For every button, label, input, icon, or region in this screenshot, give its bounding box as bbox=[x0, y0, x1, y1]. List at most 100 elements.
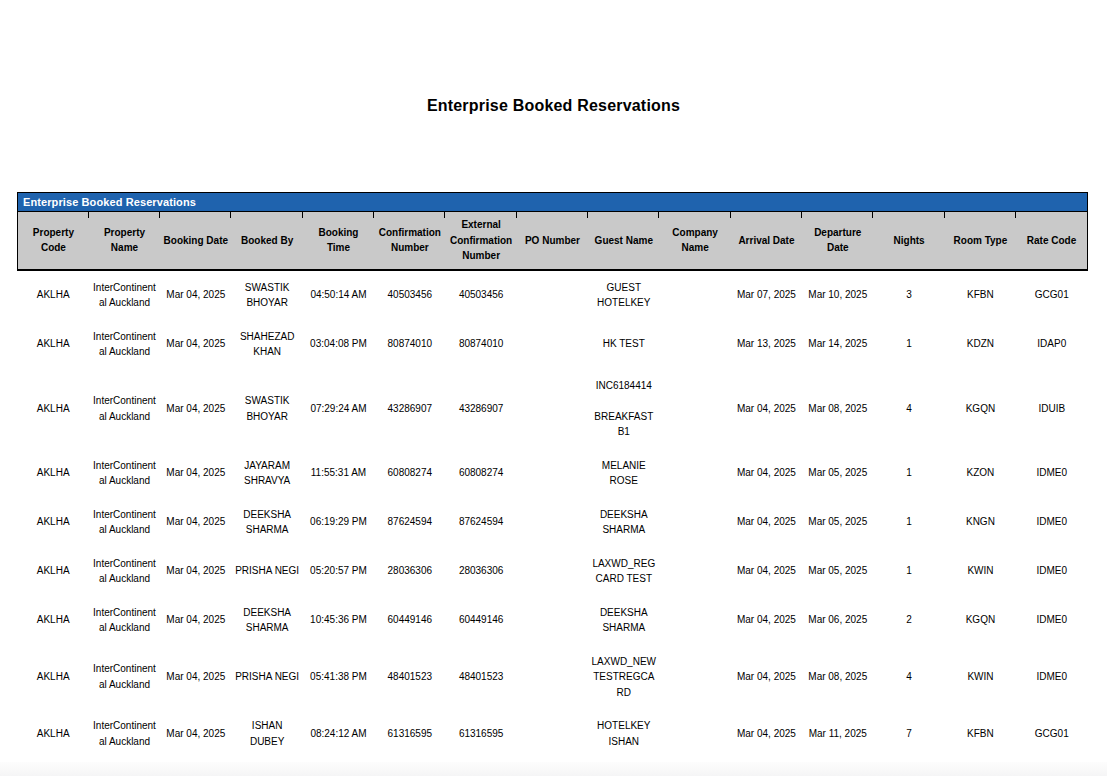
cell-booking_date: Mar 04, 2025 bbox=[160, 270, 231, 320]
cell-nights: 2 bbox=[873, 596, 944, 645]
column-header-property_code: Property Code bbox=[18, 212, 89, 270]
cell-property_code: AKLHA bbox=[18, 645, 89, 710]
cell-arrival_date: Mar 13, 2025 bbox=[731, 320, 802, 369]
cell-external_confirmation_number: 87624594 bbox=[445, 498, 516, 547]
cell-company_name bbox=[659, 645, 730, 710]
cell-property_name: InterContinental Auckland bbox=[89, 369, 160, 449]
cell-company_name bbox=[659, 369, 730, 449]
column-header-nights: Nights bbox=[873, 212, 944, 270]
cell-confirmation_number: 60808274 bbox=[374, 449, 445, 498]
cell-company_name bbox=[659, 547, 730, 596]
report-header-bar: Enterprise Booked Reservations bbox=[18, 193, 1088, 212]
cell-confirmation_number: 48401523 bbox=[374, 645, 445, 710]
cell-rate_code: IDME0 bbox=[1016, 498, 1087, 547]
table-row: AKLHAInterContinental AucklandMar 04, 20… bbox=[18, 709, 1088, 758]
cell-po_number bbox=[517, 320, 588, 369]
cell-booking_time: 06:19:29 PM bbox=[303, 498, 374, 547]
cell-po_number bbox=[517, 596, 588, 645]
cell-company_name bbox=[659, 270, 730, 320]
cell-nights: 1 bbox=[873, 547, 944, 596]
cell-arrival_date: Mar 04, 2025 bbox=[731, 449, 802, 498]
column-header-room_type: Room Type bbox=[945, 212, 1016, 270]
cell-arrival_date: Mar 04, 2025 bbox=[731, 498, 802, 547]
cell-nights: 4 bbox=[873, 369, 944, 449]
cell-booking_time: 03:04:08 PM bbox=[303, 320, 374, 369]
bottom-bar bbox=[0, 762, 1107, 776]
cell-property_name: InterContinental Auckland bbox=[89, 270, 160, 320]
cell-rate_code: GCG01 bbox=[1016, 270, 1087, 320]
table-row: AKLHAInterContinental AucklandMar 04, 20… bbox=[18, 270, 1088, 320]
cell-po_number bbox=[517, 270, 588, 320]
page-title: Enterprise Booked Reservations bbox=[0, 97, 1107, 115]
cell-external_confirmation_number: 61316595 bbox=[445, 709, 516, 758]
cell-room_type: KGQN bbox=[945, 596, 1016, 645]
cell-rate_code: IDUIB bbox=[1016, 369, 1087, 449]
cell-property_name: InterContinental Auckland bbox=[89, 709, 160, 758]
reservations-table-head: Enterprise Booked Reservations Property … bbox=[18, 193, 1088, 270]
cell-po_number bbox=[517, 369, 588, 449]
cell-booked_by: ISHAN DUBEY bbox=[231, 709, 302, 758]
cell-booked_by: SWASTIK BHOYAR bbox=[231, 270, 302, 320]
cell-booked_by: DEEKSHA SHARMA bbox=[231, 596, 302, 645]
column-header-row: Property CodeProperty NameBooking DateBo… bbox=[18, 212, 1088, 270]
cell-external_confirmation_number: 80874010 bbox=[445, 320, 516, 369]
cell-nights: 1 bbox=[873, 320, 944, 369]
cell-confirmation_number: 80874010 bbox=[374, 320, 445, 369]
cell-property_name: InterContinental Auckland bbox=[89, 596, 160, 645]
cell-nights: 3 bbox=[873, 270, 944, 320]
cell-room_type: KWIN bbox=[945, 547, 1016, 596]
cell-guest_name: GUEST HOTELKEY bbox=[588, 270, 659, 320]
cell-company_name bbox=[659, 320, 730, 369]
table-row: AKLHAInterContinental AucklandMar 04, 20… bbox=[18, 320, 1088, 369]
cell-rate_code: IDAP0 bbox=[1016, 320, 1087, 369]
cell-confirmation_number: 28036306 bbox=[374, 547, 445, 596]
cell-rate_code: GCG01 bbox=[1016, 709, 1087, 758]
cell-confirmation_number: 43286907 bbox=[374, 369, 445, 449]
cell-booking_time: 05:41:38 PM bbox=[303, 645, 374, 710]
cell-property_name: InterContinental Auckland bbox=[89, 449, 160, 498]
cell-guest_name: HK TEST bbox=[588, 320, 659, 369]
cell-property_code: AKLHA bbox=[18, 320, 89, 369]
cell-nights: 1 bbox=[873, 449, 944, 498]
cell-company_name bbox=[659, 449, 730, 498]
cell-room_type: KFBN bbox=[945, 709, 1016, 758]
cell-po_number bbox=[517, 449, 588, 498]
column-header-guest_name: Guest Name bbox=[588, 212, 659, 270]
cell-rate_code: IDME0 bbox=[1016, 596, 1087, 645]
cell-booking_date: Mar 04, 2025 bbox=[160, 645, 231, 710]
cell-property_name: InterContinental Auckland bbox=[89, 320, 160, 369]
cell-company_name bbox=[659, 596, 730, 645]
cell-confirmation_number: 61316595 bbox=[374, 709, 445, 758]
cell-confirmation_number: 40503456 bbox=[374, 270, 445, 320]
column-header-booking_date: Booking Date bbox=[160, 212, 231, 270]
cell-room_type: KDZN bbox=[945, 320, 1016, 369]
cell-departure_date: Mar 08, 2025 bbox=[802, 645, 873, 710]
table-row: AKLHAInterContinental AucklandMar 04, 20… bbox=[18, 449, 1088, 498]
cell-external_confirmation_number: 48401523 bbox=[445, 645, 516, 710]
cell-guest_name: INC6184414 BREAKFAST B1 bbox=[588, 369, 659, 449]
cell-rate_code: IDME0 bbox=[1016, 645, 1087, 710]
table-row: AKLHAInterContinental AucklandMar 04, 20… bbox=[18, 498, 1088, 547]
cell-booking_date: Mar 04, 2025 bbox=[160, 449, 231, 498]
cell-departure_date: Mar 08, 2025 bbox=[802, 369, 873, 449]
cell-nights: 1 bbox=[873, 498, 944, 547]
table-row: AKLHAInterContinental AucklandMar 04, 20… bbox=[18, 547, 1088, 596]
cell-property_code: AKLHA bbox=[18, 547, 89, 596]
cell-guest_name: DEEKSHA SHARMA bbox=[588, 498, 659, 547]
cell-po_number bbox=[517, 498, 588, 547]
cell-departure_date: Mar 10, 2025 bbox=[802, 270, 873, 320]
cell-property_name: InterContinental Auckland bbox=[89, 645, 160, 710]
column-header-external_confirmation_number: External Confirmation Number bbox=[445, 212, 516, 270]
cell-booked_by: PRISHA NEGI bbox=[231, 547, 302, 596]
cell-booking_date: Mar 04, 2025 bbox=[160, 320, 231, 369]
table-row: AKLHAInterContinental AucklandMar 04, 20… bbox=[18, 596, 1088, 645]
cell-booked_by: JAYARAM SHRAVYA bbox=[231, 449, 302, 498]
cell-external_confirmation_number: 43286907 bbox=[445, 369, 516, 449]
cell-guest_name: HOTELKEY ISHAN bbox=[588, 709, 659, 758]
cell-arrival_date: Mar 04, 2025 bbox=[731, 709, 802, 758]
cell-departure_date: Mar 05, 2025 bbox=[802, 547, 873, 596]
cell-booking_date: Mar 04, 2025 bbox=[160, 498, 231, 547]
cell-departure_date: Mar 06, 2025 bbox=[802, 596, 873, 645]
cell-room_type: KWIN bbox=[945, 645, 1016, 710]
cell-company_name bbox=[659, 498, 730, 547]
